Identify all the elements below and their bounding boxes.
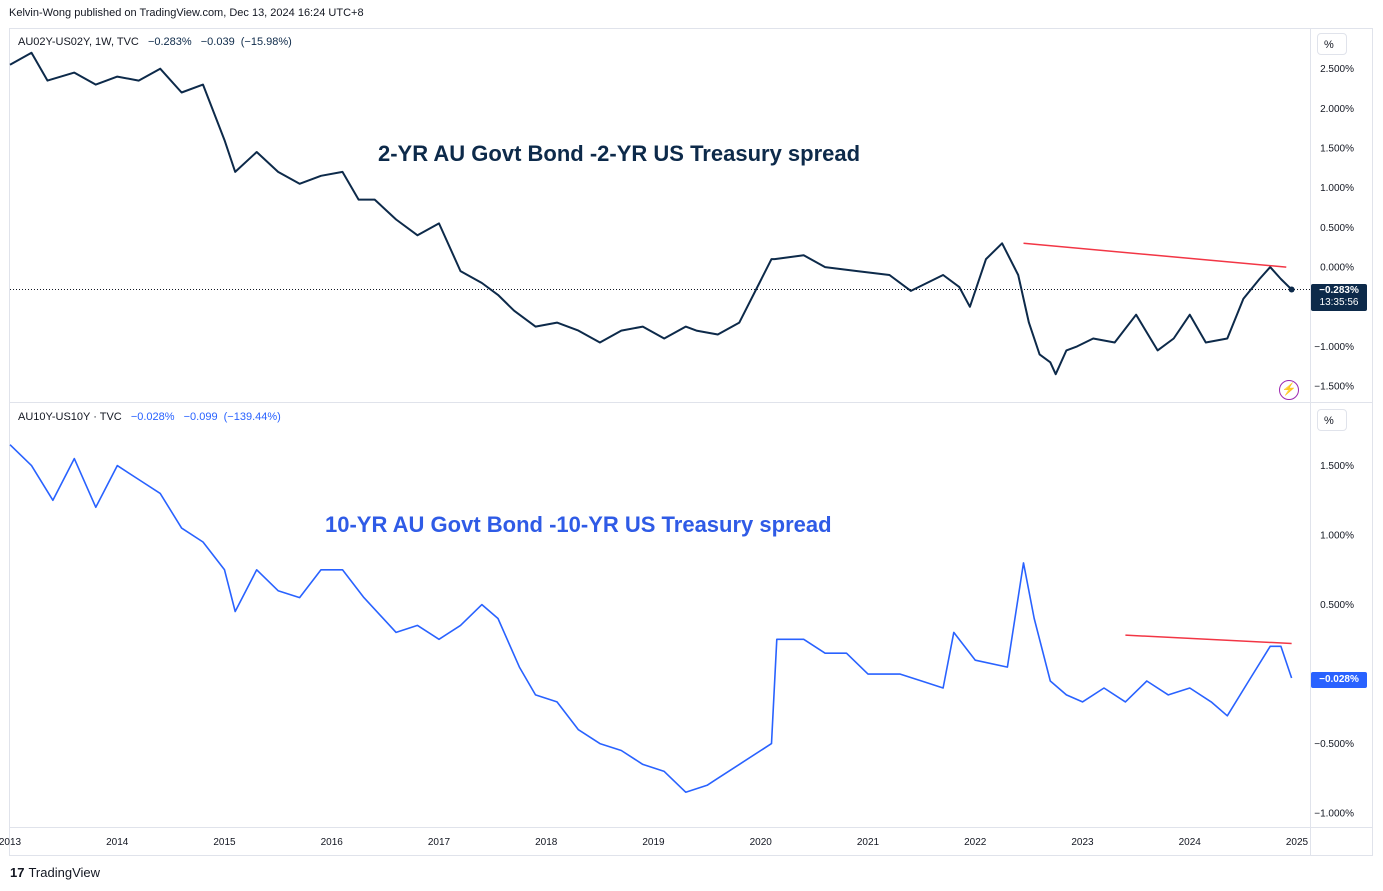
legend-top-symbol: AU02Y-US02Y, 1W, TVC	[18, 36, 139, 48]
x-tick-label: 2018	[535, 837, 558, 848]
axis-layer: 2.500% 2.000% 1.500% 1.000% 0.500% 0.000% −1.0…	[0, 64, 1354, 848]
legend-bottom-change: −0.099	[183, 411, 218, 423]
price-tag-top: −0.283% 13:35:56	[1311, 284, 1367, 311]
x-tick-label: 2019	[642, 837, 665, 848]
x-tick-label: 2014	[106, 837, 129, 848]
y-tick-label: −1.000%	[1314, 342, 1354, 353]
x-tick-label: 2025	[1286, 837, 1309, 848]
y-tick-label: 0.500%	[1320, 223, 1354, 234]
series-line-bottom	[9, 444, 1293, 794]
legend-top[interactable]: AU02Y-US02Y, 1W, TVC −0.283% −0.039 (−15…	[18, 36, 292, 48]
y-tick-label: 1.000%	[1320, 183, 1354, 194]
x-tick-label: 2020	[750, 837, 773, 848]
x-tick-label: 2013	[0, 837, 22, 848]
price-tag-top-value: −0.283%	[1319, 285, 1359, 296]
y-tick-label: 1.000%	[1320, 531, 1354, 542]
x-tick-label: 2021	[857, 837, 880, 848]
trendline-bottom	[1125, 634, 1292, 645]
annotation-top: 2-YR AU Govt Bond -2-YR US Treasury spre…	[378, 141, 861, 166]
trendline-top	[1023, 242, 1287, 268]
legend-top-change-pct: (−15.98%)	[240, 36, 292, 48]
x-tick-label: 2017	[428, 837, 451, 848]
y-tick-label: 2.000%	[1320, 104, 1354, 115]
y-tick-label: 1.500%	[1320, 461, 1354, 472]
footer-brand-label: TradingView	[28, 865, 101, 880]
legend-bottom-change-pct: (−139.44%)	[223, 411, 281, 423]
y-tick-label: 0.500%	[1320, 600, 1354, 611]
y-tick-label: −1.500%	[1314, 382, 1354, 393]
annotation-bottom: 10-YR AU Govt Bond -10-YR US Treasury sp…	[325, 512, 832, 537]
grid-layer	[10, 29, 1372, 855]
legend-bottom[interactable]: AU10Y-US10Y · TVC −0.028% −0.099 (−139.4…	[18, 411, 281, 423]
x-tick-label: 2016	[321, 837, 344, 848]
y-tick-label: 0.000%	[1320, 263, 1354, 274]
legend-top-change: −0.039	[200, 36, 235, 48]
series-line-top	[9, 51, 1293, 376]
legend-top-last: −0.283%	[147, 36, 192, 48]
series-layer	[9, 51, 1310, 794]
footer-brand[interactable]: 17 TradingView	[10, 865, 100, 880]
chart-frame	[9, 28, 1373, 856]
bar-countdown: 13:35:56	[1319, 297, 1359, 308]
legend-bottom-last: −0.028%	[130, 411, 175, 423]
scale-percent-button-top[interactable]: %	[1317, 33, 1347, 55]
legend-bottom-symbol: AU10Y-US10Y · TVC	[18, 411, 122, 423]
y-tick-label: 2.500%	[1320, 64, 1354, 75]
x-tick-label: 2022	[964, 837, 987, 848]
publisher-header: Kelvin-Wong published on TradingView.com…	[9, 7, 364, 19]
y-tick-label: −1.000%	[1314, 809, 1354, 820]
scale-percent-button-bottom[interactable]: %	[1317, 409, 1347, 431]
last-price-dot	[1288, 286, 1295, 293]
x-tick-label: 2024	[1179, 837, 1202, 848]
lightning-alert-icon[interactable]: ⚡	[1279, 380, 1299, 400]
price-tag-bottom: −0.028%	[1311, 672, 1367, 688]
x-tick-label: 2015	[213, 837, 236, 848]
x-tick-label: 2023	[1071, 837, 1094, 848]
y-tick-label: 1.500%	[1320, 144, 1354, 155]
tradingview-logo-icon: 17	[10, 865, 25, 880]
y-tick-label: −0.500%	[1314, 739, 1354, 750]
